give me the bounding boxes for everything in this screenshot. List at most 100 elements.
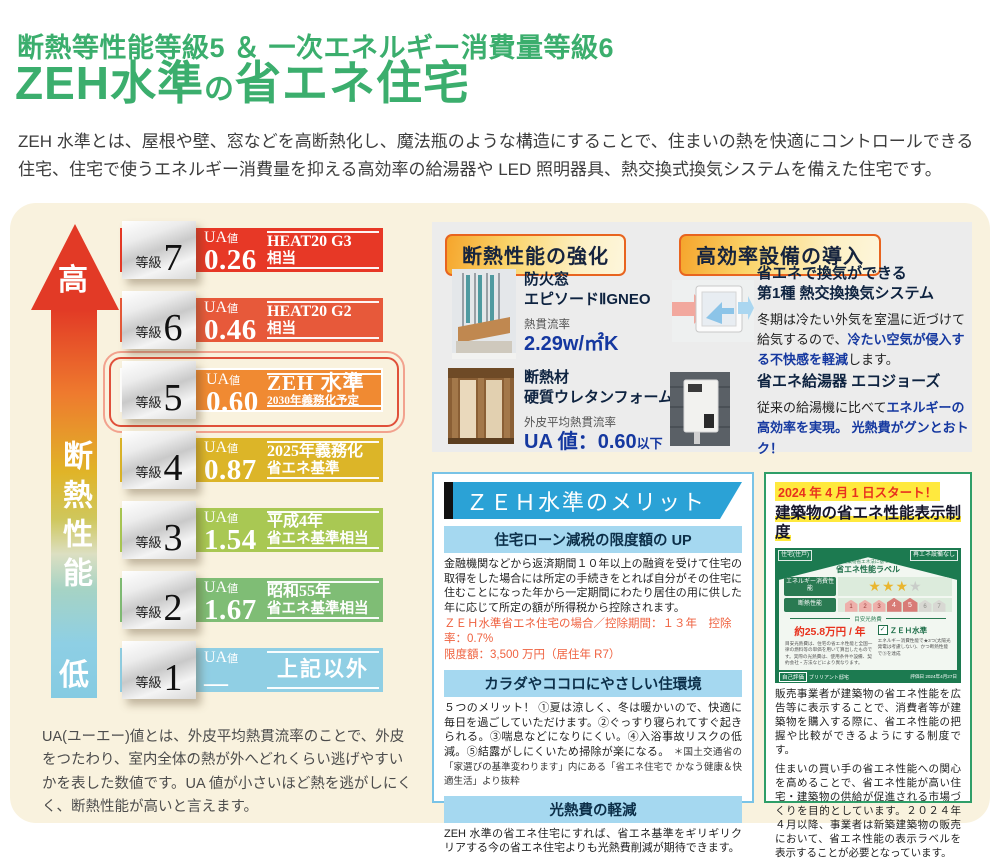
water-heater-text: 省エネ給湯器 エコジョーズ 従来の給湯機に比べてエネルギーの高効率を実現。 光熱… (757, 372, 971, 459)
anno-line2: 省エネ基準相当 (267, 530, 369, 547)
gray-star-icon: ★ (909, 577, 922, 594)
cost-left-column: 約25.8万円 / 年 目安光熱費は、住宅の省エネ性能と全国一律の燃料等の単価を… (785, 624, 875, 667)
grade-word: 等級 (135, 325, 162, 340)
grade7-ua: UA値 0.26 (204, 230, 257, 275)
grade-number: 4 (163, 446, 183, 489)
cost-right-column: ✓ ＺＥＨ水準 エネルギー消費性能で★3つ(太陽光発電は考慮しない)、かつ断熱性… (877, 624, 951, 667)
insulation-house-scale: 1 2 3 4 5 6 7 (838, 597, 952, 612)
item-title-2: エピソードⅡGNEO (524, 291, 651, 309)
grade2-label-box: 等級 2 (122, 571, 196, 629)
anno-line2: 相当 (267, 250, 296, 267)
ventilation-unit-photo (672, 280, 754, 342)
spec-value-suffix: 以下 (636, 436, 663, 452)
spec-value: 2.29w/㎡K (524, 333, 619, 356)
grade-row-7: UA値 0.26 HEAT20 G3 相当 等級 7 (120, 221, 383, 279)
grade3-label-box: 等級 3 (122, 501, 196, 559)
merit-body-utility: ZEH 水準の省エネ住宅にすれば、省エネ基準をギリギリクリアする今の省エネ住宅よ… (444, 827, 742, 855)
item-title: 省エネ給湯器 エコジョーズ (757, 373, 941, 390)
energy-star-rating: ★★★ ★ (838, 576, 952, 596)
ua-explanation: UA(ユーエー)値とは、外皮平均熱貫流率のことで、外皮をつたわり、室内全体の熱が… (42, 729, 412, 816)
grade-row-6: UA値 0.46 HEAT20 G2 相当 等級 6 (120, 291, 383, 349)
energy-consumption-label: エネルギー消費性能 (784, 576, 836, 596)
ua-cap-s: 値 (227, 513, 239, 525)
grade-number: 5 (163, 376, 183, 419)
grade1-ua: UA値 — (204, 650, 238, 697)
body-emphasis: 冷たい空気が侵入する不快感を軽減 (757, 331, 965, 367)
banner-flag: ＺＥＨ水準のメリット (453, 482, 742, 519)
label-law-note: 建築物省エネ法に基づく (842, 559, 894, 565)
grade4-ua: UA値 0.87 (204, 440, 257, 485)
house-scale-icons: 1 2 3 4 5 6 7 (844, 597, 946, 612)
grade-number: 3 (163, 516, 183, 559)
item-body: 冬期は冷たい外気を室温に近づけて給気するので、冷たい空気が侵入する不快感を軽減し… (757, 310, 971, 370)
item-title-1: 防火窓 (524, 271, 570, 288)
anno-line1: 2025年義務化 (267, 442, 364, 460)
grade-word: 等級 (135, 605, 162, 620)
cost-footnote: 目安光熱費は、住宅の省エネ性能と全国一律の燃料等の単価を用いて算出したものです。… (785, 640, 873, 666)
insulation-arrow-head-icon (31, 224, 119, 310)
item-title-1: 断熱材 (524, 369, 570, 386)
ua-cap: UA (206, 371, 230, 388)
insulation-rating-row: 断熱性能 1 2 3 4 5 6 7 (784, 597, 952, 612)
grade1-annotation: 上記以外 (267, 651, 379, 689)
zeh-check-label: ＺＥＨ水準 (889, 625, 928, 635)
grade5-label-box: 等級 5 (122, 361, 196, 419)
energy-performance-label-card: 住宅(住戸) 再エネ設備なし 建築物省エネ法に基づく 省エネ性能ラベル エネルギ… (775, 548, 961, 684)
grade-word: 等級 (135, 675, 162, 690)
house-level-7-icon: 7 (932, 599, 946, 612)
ua-cap: UA (204, 509, 228, 526)
grade-word: 等級 (135, 255, 162, 270)
house-level-3-icon: 3 (872, 599, 886, 612)
loan-terms-2: 限度額：3,500 万円（居住年 R7） (444, 648, 621, 661)
grade5-ua: UA値 0.60 (206, 372, 259, 417)
estimated-cost-label: 目安光熱費 (854, 616, 882, 623)
start-date-badge: 2024 年 4 月 1 日スタート！ (775, 482, 941, 501)
grade-word: 等級 (135, 465, 162, 480)
grade3-annotation: 平成4年 省エネ基準相当 (267, 511, 379, 549)
energy-consumption-row: エネルギー消費性能 ★★★ ★ (784, 576, 952, 596)
ua-cap: UA (204, 229, 228, 246)
anno-line1: HEAT20 G3 (267, 232, 352, 250)
intro-line-1: ZEH 水準とは、屋根や壁、窓などを高断熱化し、魔法瓶のような構造にすることで、… (18, 132, 974, 151)
self-evaluation: 自己評価 ブリリアント邸宅 (779, 672, 849, 683)
body-emphasis-2: 光熱費がグンとおトク！ (757, 420, 969, 456)
body-emphasis: エネルギーの高効率を実現。 (757, 400, 965, 436)
merit-subheading-loan: 住宅ローン減税の限度額の UP (444, 526, 742, 553)
anno-line2: 2030年義務化予定 (267, 395, 359, 408)
zeh-footnote: エネルギー消費性能で★3つ(太陽光発電は考慮しない)、かつ断熱性能で⑤を達成 (877, 637, 951, 656)
page-title: ZEH水準の省エネ住宅 (15, 58, 470, 109)
body-plain: 冬期は冷たい外気を室温に近づけて給気するので、 (757, 311, 966, 347)
evaluation-date: 評価日 2024年4月27日 (910, 674, 957, 680)
merit-body-loan: 金融機関などから返済期間１０年以上の融資を受けて住宅の取得をした場合には所定の手… (444, 558, 742, 614)
spec-value: UA 値：0.60以下 (524, 431, 674, 453)
grade-row-3: UA値 1.54 平成4年 省エネ基準相当 等級 3 (120, 501, 383, 559)
equipment-section-heading: 高効率設備の導入 (679, 234, 881, 276)
label-card-panel: 建築物省エネ法に基づく 省エネ性能ラベル エネルギー消費性能 ★★★ ★ 断熱性能… (779, 557, 957, 671)
ventilation-text: 省エネで換気ができる 第1種 熱交換換気システム 冬期は冷たい外気を室温に近づけて… (757, 264, 971, 370)
body-plain: 従来の給湯機に比べて (757, 400, 887, 416)
item-title-2: 硬質ウレタンフォーム (524, 389, 674, 407)
grade-row-1: UA値 — 上記以外 等級 1 (120, 641, 383, 699)
spec-label: 外皮平均熱貫流率 (524, 416, 616, 429)
intro-line-2: 住宅、住宅で使うエネルギー消費量を抑える高効率の給湯器や LED 照明器具、熱交… (18, 159, 942, 179)
merit-subheading-utility: 光熱費の軽減 (444, 795, 742, 823)
merit-loan-terms: ＺＥＨ水準省エネ住宅の場合／控除期間：１３年 控除率：0.7% 限度額：3,500… (444, 617, 742, 664)
axis-low-label: 低 (59, 659, 89, 692)
grade-number: 2 (163, 586, 183, 629)
axis-high-label: 高 (58, 264, 88, 297)
supertitle: 断熱等性能等級5 ＆ 一次エネルギー消費量等級6 (17, 33, 615, 63)
title-particle: の (204, 73, 235, 106)
anno-line1: 平成4年 (267, 512, 324, 530)
house-level-6-icon: 6 (918, 599, 932, 612)
grade6-annotation: HEAT20 G2 相当 (267, 301, 379, 339)
grade-number: 7 (163, 236, 183, 279)
ua-cap: UA (204, 439, 228, 456)
estimated-cost-divider: 目安光熱費 (790, 615, 946, 623)
ua-value: 0.46 (204, 314, 257, 346)
label-system-heading: 建築物の省エネ性能表示制度 (775, 505, 962, 542)
grade4-annotation: 2025年義務化 省エネ基準 (267, 441, 379, 479)
anno-line2: 相当 (267, 320, 296, 337)
features-panel: 断熱性能の強化 高効率設備の導入 防火窓 エピソードⅡGNEO 熱貫流率 2.29… (432, 222, 972, 456)
health-body: ５つのメリット！ ①夏は涼しく、冬は暖かいので、快適に毎日を過ごしていただけます… (444, 702, 742, 758)
